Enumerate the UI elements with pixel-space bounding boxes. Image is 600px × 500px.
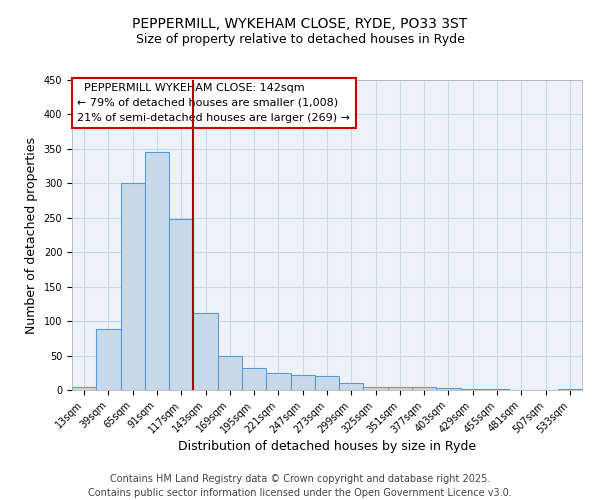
Text: Size of property relative to detached houses in Ryde: Size of property relative to detached ho… — [136, 32, 464, 46]
Bar — [169, 219, 193, 390]
X-axis label: Distribution of detached houses by size in Ryde: Distribution of detached houses by size … — [178, 440, 476, 453]
Text: Contains HM Land Registry data © Crown copyright and database right 2025.
Contai: Contains HM Land Registry data © Crown c… — [88, 474, 512, 498]
Bar — [266, 373, 290, 390]
Bar — [315, 376, 339, 390]
Bar — [145, 152, 169, 390]
Bar — [461, 388, 485, 390]
Bar — [436, 388, 461, 390]
Bar — [96, 330, 121, 390]
Y-axis label: Number of detached properties: Number of detached properties — [25, 136, 38, 334]
Bar — [339, 383, 364, 390]
Bar — [364, 387, 388, 390]
Bar — [558, 388, 582, 390]
Bar — [121, 184, 145, 390]
Text: PEPPERMILL WYKEHAM CLOSE: 142sqm
← 79% of detached houses are smaller (1,008)
21: PEPPERMILL WYKEHAM CLOSE: 142sqm ← 79% o… — [77, 83, 350, 122]
Bar — [290, 375, 315, 390]
Bar — [242, 368, 266, 390]
Text: PEPPERMILL, WYKEHAM CLOSE, RYDE, PO33 3ST: PEPPERMILL, WYKEHAM CLOSE, RYDE, PO33 3S… — [133, 18, 467, 32]
Bar — [412, 387, 436, 390]
Bar — [218, 356, 242, 390]
Bar — [388, 386, 412, 390]
Bar — [72, 386, 96, 390]
Bar — [193, 313, 218, 390]
